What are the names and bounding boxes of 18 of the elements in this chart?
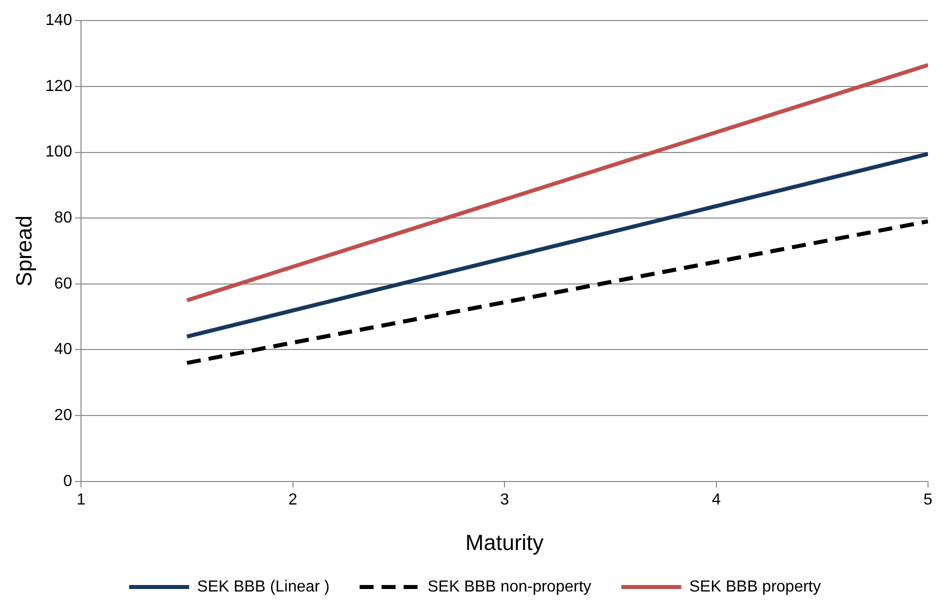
y-tick-label: 40	[54, 341, 72, 358]
x-axis-title: Maturity	[465, 530, 544, 555]
y-tick-label: 0	[63, 472, 72, 490]
legend-label: SEK BBB (Linear )	[197, 578, 330, 596]
x-tick-label: 5	[924, 491, 933, 508]
y-tick-label: 120	[45, 78, 72, 95]
x-tick-label: 1	[76, 491, 86, 508]
x-tick-label: 2	[288, 491, 298, 508]
y-tick-label: 100	[45, 144, 72, 161]
legend-label: SEK BBB property	[689, 578, 821, 596]
x-tick-label: 3	[500, 491, 510, 508]
legend-label: SEK BBB non-property	[428, 578, 592, 596]
y-tick-label: 80	[54, 209, 72, 226]
y-axis-title: Spread	[11, 216, 36, 286]
x-tick-label: 4	[712, 491, 721, 508]
y-tick-label: 140	[45, 12, 72, 30]
y-tick-label: 20	[54, 406, 72, 424]
y-tick-label: 60	[54, 275, 72, 292]
